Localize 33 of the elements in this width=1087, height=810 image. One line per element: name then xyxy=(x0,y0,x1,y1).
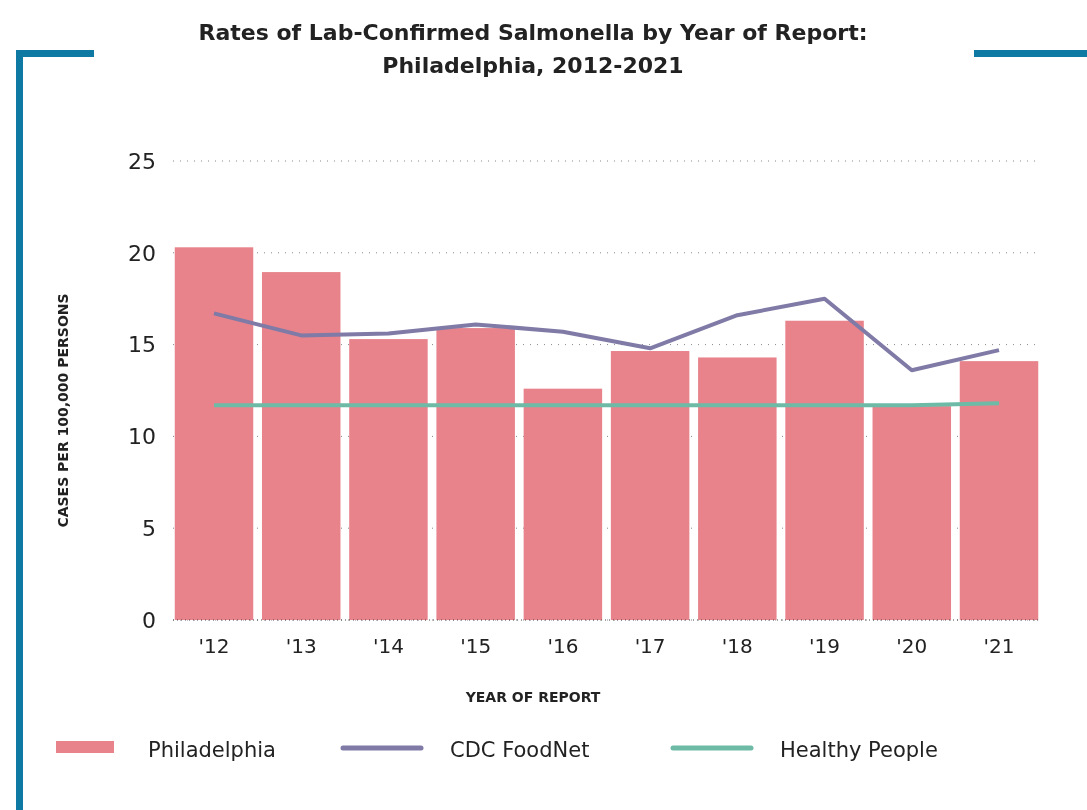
bar xyxy=(523,388,603,620)
x-tick-label: '19 xyxy=(809,634,841,658)
bar xyxy=(872,406,952,620)
x-tick-label: '14 xyxy=(372,634,404,658)
y-tick-label: 15 xyxy=(128,332,156,358)
bar xyxy=(436,328,515,620)
bar xyxy=(610,351,690,620)
bar xyxy=(698,357,777,620)
x-tick-label: '15 xyxy=(460,634,492,658)
legend-label: Healthy People xyxy=(780,738,938,762)
legend-label: Philadelphia xyxy=(148,738,276,762)
y-tick-label: 5 xyxy=(142,515,156,541)
x-tick-label: '20 xyxy=(896,634,928,658)
bar xyxy=(349,339,428,620)
y-tick-label: 20 xyxy=(128,240,156,266)
legend-label: CDC FoodNet xyxy=(450,738,590,762)
chart-title: Rates of Lab-Confirmed Salmonella by Year of Report: Philadelphia, 2012-2021 xyxy=(198,20,868,78)
x-tick-label: '13 xyxy=(285,634,317,658)
bar xyxy=(261,272,341,620)
line-series xyxy=(212,296,1002,373)
y-axis-title: CASES PER 100,000 PERSONS xyxy=(55,293,71,528)
x-tick-label: '16 xyxy=(547,634,579,658)
bar xyxy=(174,247,254,620)
y-tick-label: 10 xyxy=(128,424,156,450)
bar xyxy=(785,320,864,620)
bar xyxy=(959,361,1039,620)
x-tick-label: '17 xyxy=(634,634,666,658)
y-tick-label: 25 xyxy=(128,148,156,174)
x-tick-label: '12 xyxy=(198,634,230,658)
x-tick-label: '21 xyxy=(983,634,1015,658)
x-tick-label: '18 xyxy=(721,634,753,658)
x-axis-title: YEAR OF REPORT xyxy=(464,689,601,705)
y-tick-label: 0 xyxy=(142,607,156,633)
